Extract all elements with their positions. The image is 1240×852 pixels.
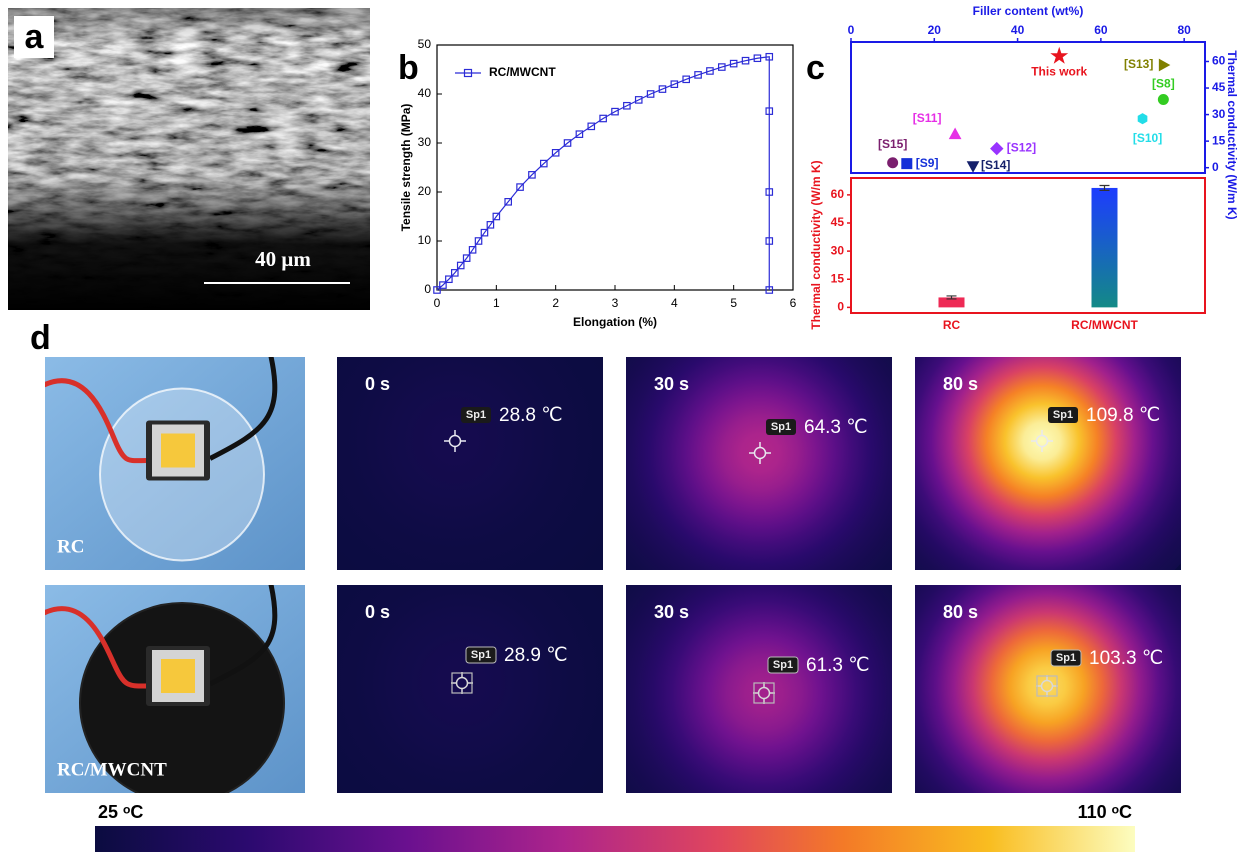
marker: [1138, 114, 1147, 124]
temperature-label: 109.8 ℃: [1086, 405, 1160, 426]
y-axis-title: Tensile strength (MPa): [399, 104, 413, 232]
point-label: [S14]: [981, 158, 1010, 172]
x-tick-label: 4: [671, 296, 678, 310]
panel-label: c: [806, 49, 825, 87]
point-label: [S15]: [878, 137, 907, 151]
legend-label: RC/MWCNT: [489, 65, 556, 79]
spot-label: Sp1: [471, 649, 491, 661]
colorbar-max-label: 110 ᵒC: [1078, 802, 1132, 822]
y-tick-label: 45: [831, 215, 845, 229]
y-tick-label: 45: [1212, 80, 1226, 94]
temperature-label: 64.3 ℃: [804, 417, 868, 438]
marker: [1052, 48, 1067, 62]
point-label: [S10]: [1133, 131, 1162, 145]
spot-label: Sp1: [773, 659, 793, 671]
figure: a 40 μm b c d 012345601020304050Elongati…: [0, 0, 1240, 852]
y-tick-label: 0: [424, 282, 431, 296]
page: {"panel_labels": ["a", "b", "c", "d"], "…: [0, 0, 1240, 852]
panel-label: a: [25, 18, 45, 56]
led-chip: [161, 659, 195, 693]
y-tick-label: 60: [831, 187, 845, 201]
x-tick-label: 60: [1094, 23, 1108, 37]
heat-spot: [270, 256, 640, 626]
point-label: [S11]: [913, 111, 942, 125]
y-tick-label: 60: [1212, 54, 1226, 68]
time-label: 0 s: [365, 374, 390, 394]
temperature-label: 61.3 ℃: [806, 655, 870, 676]
y-tick-label: 0: [1212, 160, 1219, 174]
x-tick-label: 0: [848, 23, 855, 37]
y-tick-label: 15: [831, 271, 845, 285]
sem-image: [8, 8, 370, 310]
y-tick-label: 50: [418, 37, 432, 51]
x-axis-title: Elongation (%): [573, 315, 657, 329]
marker: [888, 158, 898, 168]
x-tick-label: RC: [943, 318, 961, 332]
time-label: 80 s: [943, 602, 978, 622]
spot-label: Sp1: [466, 409, 486, 421]
y-axis-title: Thermal conductivity (W/m K): [1225, 50, 1239, 219]
point-label: [S12]: [1007, 141, 1036, 155]
y-tick-label: 15: [1212, 133, 1226, 147]
thermal-image: 80 s Sp1 109.8 ℃: [857, 256, 1227, 626]
time-label: 80 s: [943, 374, 978, 394]
time-label: 0 s: [365, 602, 390, 622]
time-label: 30 s: [654, 602, 689, 622]
x-tick-label: 20: [928, 23, 942, 37]
plot-frame: [437, 45, 793, 290]
panel-label: b: [398, 49, 419, 87]
y-tick-label: 30: [831, 243, 845, 257]
y-tick-label: 40: [418, 86, 432, 100]
point-label: [S8]: [1152, 77, 1175, 91]
spot-label: Sp1: [771, 421, 791, 433]
x-tick-label: 0: [434, 296, 441, 310]
spot-label: Sp1: [1053, 409, 1073, 421]
data-line: [437, 57, 769, 290]
point-label: [S9]: [916, 156, 939, 170]
panel-label: d: [30, 319, 51, 357]
marker: [1159, 60, 1169, 71]
marker: [1158, 95, 1168, 105]
y-tick-label: 30: [1212, 107, 1226, 121]
spot-label: Sp1: [1056, 652, 1076, 664]
x-tick-label: 1: [493, 296, 500, 310]
bar: [1092, 188, 1118, 307]
point-label: This work: [1031, 64, 1087, 78]
marker: [991, 143, 1003, 155]
marker: [950, 129, 961, 139]
sample-label: RC/MWCNT: [57, 759, 167, 780]
colorbar-min-label: 25 ᵒC: [98, 802, 143, 822]
y-tick-label: 30: [418, 135, 432, 149]
y-tick-label: 0: [837, 300, 844, 314]
x-axis-title: Filler content (wt%): [973, 4, 1084, 18]
scale-bar-label: 40 μm: [255, 247, 311, 271]
photo: RC/MWCNT: [40, 580, 305, 803]
photo: RC: [40, 352, 305, 570]
temperature-label: 28.9 ℃: [504, 645, 568, 666]
marker: [902, 159, 912, 169]
x-tick-label: 40: [1011, 23, 1025, 37]
plot-frame: [851, 178, 1205, 313]
x-tick-label: 3: [612, 296, 619, 310]
marker: [968, 162, 979, 172]
x-tick-label: 5: [730, 296, 737, 310]
colorbar: [95, 826, 1135, 852]
led-chip: [161, 434, 195, 468]
sample-label: RC: [57, 536, 84, 557]
x-tick-label: 80: [1177, 23, 1191, 37]
x-tick-label: 2: [552, 296, 559, 310]
point-label: [S13]: [1124, 57, 1153, 71]
y-axis-title: Thermal conductivity (W/m K): [809, 160, 823, 329]
y-tick-label: 20: [418, 184, 432, 198]
temperature-label: 103.3 ℃: [1089, 648, 1163, 669]
x-tick-label: RC/MWCNT: [1071, 318, 1138, 332]
x-tick-label: 6: [790, 296, 797, 310]
heat-spot: [857, 256, 1227, 626]
temperature-label: 28.8 ℃: [499, 405, 563, 426]
thermal-image: 0 s Sp1 28.8 ℃: [270, 256, 640, 626]
time-label: 30 s: [654, 374, 689, 394]
y-tick-label: 10: [418, 233, 432, 247]
